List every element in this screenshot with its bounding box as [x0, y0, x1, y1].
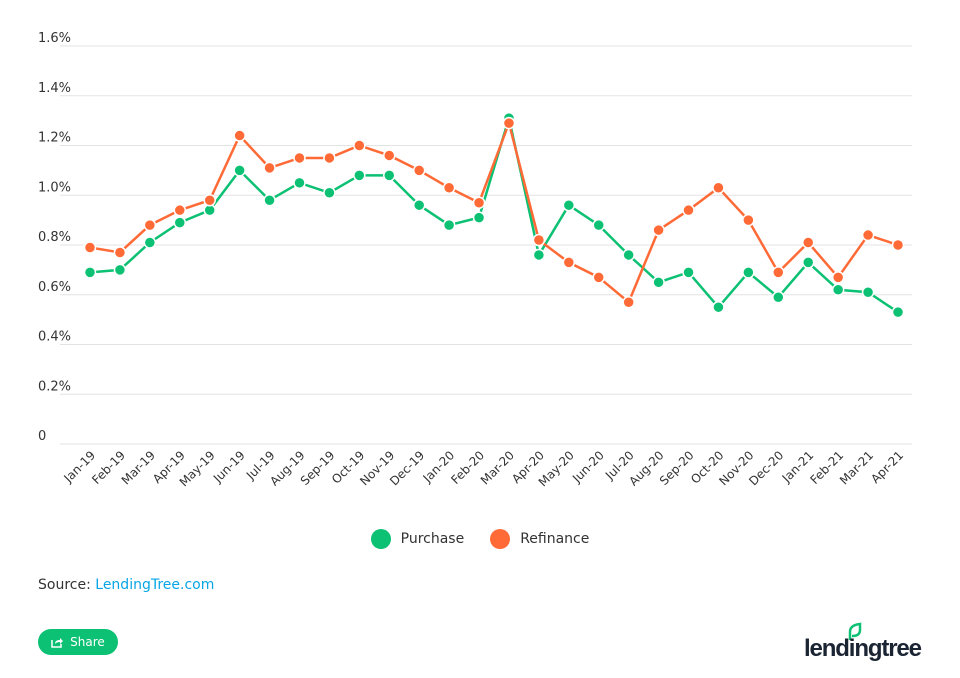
data-point-purchase[interactable]: [442, 218, 456, 232]
data-point-refinance[interactable]: [113, 246, 127, 259]
source-label: Source:: [38, 577, 91, 593]
data-point-purchase[interactable]: [293, 176, 306, 190]
share-icon: [51, 637, 64, 648]
data-point-refinance[interactable]: [772, 266, 785, 279]
data-point-purchase[interactable]: [532, 248, 546, 262]
y-tick-label: 0.8%: [38, 230, 71, 245]
data-point-refinance[interactable]: [323, 151, 336, 165]
x-tick-label: Mar-20: [478, 448, 517, 487]
data-point-refinance[interactable]: [353, 139, 366, 152]
legend: Purchase Refinance: [0, 529, 960, 549]
data-point-refinance[interactable]: [712, 181, 725, 195]
data-point-purchase[interactable]: [383, 169, 396, 182]
data-point-purchase[interactable]: [622, 248, 635, 262]
data-point-refinance[interactable]: [652, 223, 665, 237]
y-tick-label: 1.0%: [38, 180, 71, 195]
data-point-purchase[interactable]: [233, 164, 246, 177]
y-tick-label: 0: [38, 429, 46, 444]
data-point-purchase[interactable]: [891, 305, 905, 319]
data-point-refinance[interactable]: [532, 233, 546, 247]
data-point-refinance[interactable]: [412, 164, 426, 177]
y-tick-label: 0.4%: [38, 330, 71, 345]
y-tick-label: 1.6%: [38, 31, 71, 46]
x-tick-label: Mar-19: [119, 448, 158, 487]
data-point-refinance[interactable]: [263, 161, 276, 175]
data-point-refinance[interactable]: [742, 213, 755, 227]
data-point-purchase[interactable]: [831, 283, 845, 297]
data-point-refinance[interactable]: [233, 129, 246, 142]
data-point-purchase[interactable]: [742, 266, 755, 279]
data-point-purchase[interactable]: [861, 286, 875, 299]
y-tick-label: 1.2%: [38, 131, 71, 146]
legend-marker-purchase: [370, 529, 391, 549]
x-tick-label: Sep-19: [298, 448, 338, 488]
share-label: Share: [70, 635, 105, 649]
data-point-purchase[interactable]: [472, 211, 486, 224]
legend-marker-refinance: [490, 529, 511, 549]
x-tick-label: Jun-19: [210, 448, 248, 486]
data-point-purchase[interactable]: [562, 198, 576, 212]
data-point-refinance[interactable]: [383, 149, 396, 162]
data-point-refinance[interactable]: [173, 203, 187, 217]
series-line-refinance: [89, 118, 899, 305]
data-point-refinance[interactable]: [472, 196, 486, 209]
data-point-refinance[interactable]: [143, 218, 157, 232]
data-point-purchase[interactable]: [412, 198, 426, 212]
data-point-purchase[interactable]: [353, 169, 366, 182]
data-point-refinance[interactable]: [831, 271, 845, 284]
data-point-purchase[interactable]: [323, 186, 336, 200]
series-line-purchase: [89, 113, 899, 314]
legend-item-refinance[interactable]: Refinance: [490, 529, 589, 549]
data-point-purchase[interactable]: [801, 256, 815, 269]
data-point-purchase[interactable]: [652, 276, 665, 289]
data-point-refinance[interactable]: [293, 151, 306, 165]
leaf-icon: [848, 622, 862, 640]
data-point-refinance[interactable]: [682, 203, 695, 217]
source-note: Source: LendingTree.com: [38, 577, 214, 593]
data-point-purchase[interactable]: [113, 263, 127, 277]
data-point-purchase[interactable]: [83, 266, 97, 279]
data-point-refinance[interactable]: [801, 236, 815, 249]
data-point-purchase[interactable]: [263, 193, 276, 207]
data-point-refinance[interactable]: [562, 256, 576, 269]
x-tick-label: Sep-20: [657, 448, 697, 488]
y-tick-label: 0.6%: [38, 280, 71, 295]
x-tick-label: Apr-21: [868, 448, 906, 486]
data-point-purchase[interactable]: [682, 266, 695, 279]
data-point-refinance[interactable]: [83, 241, 97, 254]
data-point-refinance[interactable]: [203, 193, 216, 207]
data-point-refinance[interactable]: [891, 238, 905, 252]
data-point-refinance[interactable]: [861, 228, 875, 242]
data-point-purchase[interactable]: [143, 236, 157, 249]
share-button[interactable]: Share: [38, 629, 118, 655]
y-tick-label: 1.4%: [38, 81, 71, 96]
data-point-purchase[interactable]: [712, 300, 725, 314]
data-point-refinance[interactable]: [502, 116, 516, 130]
lendingtree-logo[interactable]: lendingtree: [804, 622, 928, 666]
legend-label: Refinance: [520, 531, 590, 547]
svg-text:lendingtree: lendingtree: [804, 635, 922, 662]
data-point-refinance[interactable]: [622, 295, 635, 309]
x-tick-label: Mar-21: [837, 448, 876, 487]
data-point-purchase[interactable]: [772, 290, 785, 304]
line-chart: 00.2%0.4%0.6%0.8%1.0%1.2%1.4%1.6%Jan-19F…: [38, 31, 912, 489]
data-point-purchase[interactable]: [173, 216, 187, 229]
data-point-refinance[interactable]: [592, 271, 605, 284]
legend-item-purchase[interactable]: Purchase: [370, 529, 465, 549]
y-tick-label: 0.2%: [38, 379, 71, 394]
source-link[interactable]: LendingTree.com: [95, 577, 215, 593]
legend-label: Purchase: [400, 531, 465, 547]
data-point-purchase[interactable]: [592, 218, 605, 232]
x-tick-label: Jun-20: [569, 448, 607, 486]
data-point-refinance[interactable]: [442, 181, 456, 195]
